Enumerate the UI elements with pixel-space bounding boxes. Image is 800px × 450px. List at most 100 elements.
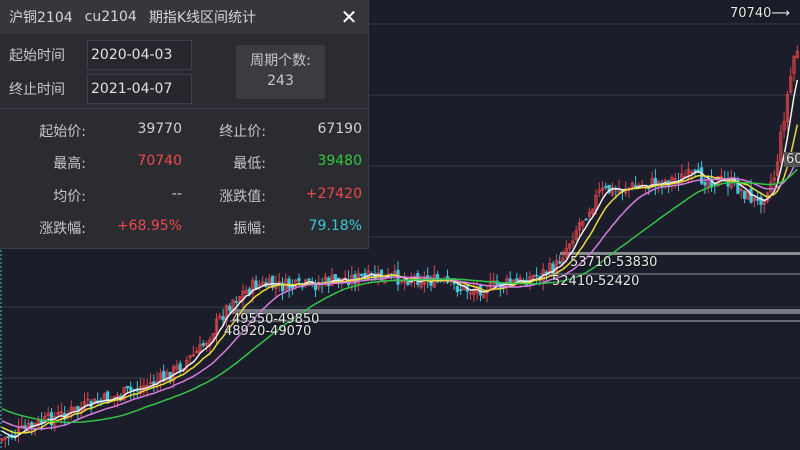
candle — [228, 305, 232, 311]
candle — [571, 240, 575, 244]
amplitude-label: 振幅: — [233, 221, 266, 237]
candle — [772, 177, 776, 181]
candle — [0, 438, 4, 441]
candle — [221, 316, 225, 321]
high-value: 70740 — [137, 153, 182, 169]
candle — [515, 278, 519, 282]
candle — [290, 285, 295, 289]
close-icon[interactable]: ✕ — [340, 5, 358, 29]
start-time-field[interactable]: 2020-04-03 — [87, 40, 192, 70]
candle — [277, 281, 281, 283]
candle — [779, 131, 783, 162]
candle — [327, 277, 331, 287]
candle — [195, 350, 199, 354]
high-price-marker: 70740⟶ — [730, 6, 790, 21]
ma20-line — [1, 159, 798, 430]
ma40-line — [1, 168, 798, 424]
candle — [270, 275, 275, 288]
end-price-value: 67190 — [317, 121, 362, 137]
candle — [584, 218, 588, 221]
candle — [30, 422, 34, 428]
end-time-field[interactable]: 2021-04-07 — [87, 74, 192, 104]
panel-titlebar[interactable]: 沪铜2104 cu2104 期指K线区间统计 — [0, 0, 368, 34]
candle — [455, 286, 460, 293]
candle — [690, 171, 694, 174]
candle — [551, 263, 555, 275]
candle — [564, 247, 568, 257]
candle — [782, 121, 786, 131]
candle — [49, 412, 54, 426]
contract-code: cu2104 — [84, 9, 137, 25]
zone-band — [540, 273, 800, 275]
candle — [261, 281, 265, 286]
candle — [383, 274, 387, 284]
candle — [36, 419, 40, 427]
candle — [568, 243, 572, 249]
candle — [610, 186, 615, 196]
candle — [696, 169, 700, 172]
period-count-box: 周期个数: 243 — [236, 45, 325, 99]
panel-title: 期指K线区间统计 — [148, 10, 257, 26]
candle — [148, 382, 153, 385]
candle — [73, 406, 77, 411]
candle — [287, 278, 291, 289]
candle — [191, 354, 195, 357]
candle — [158, 373, 162, 381]
start-price-value: 39770 — [137, 121, 182, 137]
candle — [92, 398, 96, 405]
candle — [76, 406, 80, 411]
change-label: 涨跌值: — [219, 189, 266, 205]
change-pct-label: 涨跌幅: — [39, 221, 86, 237]
candle — [785, 94, 790, 123]
candle — [46, 413, 50, 417]
change-value: +27420 — [305, 186, 362, 202]
candle — [607, 184, 611, 193]
candle — [693, 169, 697, 172]
candle — [587, 211, 592, 218]
candle — [739, 188, 743, 191]
contract-name: 沪铜2104 — [9, 10, 73, 26]
change-pct-value: +68.95% — [116, 218, 182, 234]
candle — [294, 279, 298, 287]
candle — [759, 196, 763, 205]
candle — [634, 185, 638, 188]
candle — [574, 230, 578, 240]
candle — [558, 261, 562, 264]
candle — [307, 278, 311, 281]
divider — [0, 108, 368, 109]
interval-stats-panel: 沪铜2104 cu2104 期指K线区间统计 ✕ 起始时间 2020-04-03… — [0, 0, 369, 249]
zone-label: 49550-49850 — [232, 312, 320, 327]
candle — [673, 178, 677, 181]
candle — [581, 220, 585, 226]
candle — [591, 208, 595, 214]
candle — [138, 386, 143, 394]
candle — [601, 187, 605, 191]
candle — [175, 365, 179, 370]
candle — [604, 186, 608, 188]
candle — [3, 436, 7, 440]
candle — [106, 391, 110, 404]
candle — [129, 386, 133, 391]
avg-price-label: 均价: — [53, 189, 86, 205]
candle — [736, 179, 740, 194]
zone-band — [560, 252, 800, 255]
candle — [142, 385, 146, 389]
candle — [125, 385, 129, 389]
candle — [201, 343, 205, 346]
zone-label: 53710-53830 — [570, 255, 658, 270]
avg-price-value: -- — [171, 186, 182, 202]
candle — [234, 301, 238, 303]
end-time-label: 终止时间 — [9, 82, 65, 98]
candle — [742, 190, 747, 199]
candle — [360, 273, 364, 277]
high-label: 最高: — [53, 156, 86, 172]
zone-band — [230, 320, 800, 322]
amplitude-value: 79.18% — [308, 218, 362, 234]
candle — [482, 294, 486, 299]
candle — [251, 279, 255, 294]
candle — [792, 56, 796, 74]
candle — [657, 180, 661, 185]
zone-label: 52410-52420 — [552, 274, 640, 289]
candle — [323, 276, 328, 286]
